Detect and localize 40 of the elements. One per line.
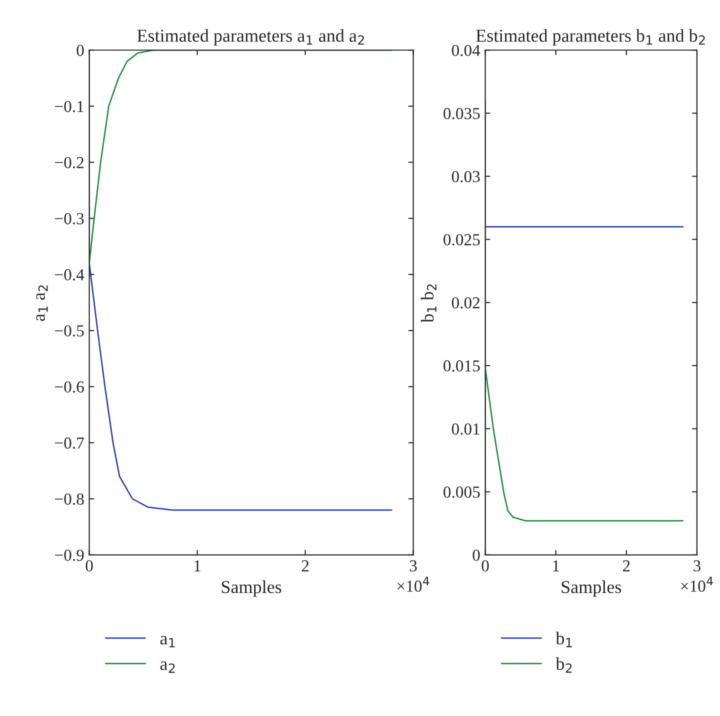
y-tick-label: −0.2 [55,156,84,168]
chart-title: Estimated parameters b$_{1}$ and b$_{2}$ [476,29,705,46]
x-tick-label: 1 [194,560,200,572]
x-tick-label: 0 [86,560,93,572]
y-tick-label: 0.03 [452,171,480,182]
y-tick-label: −0.9 [55,550,84,561]
line-series [89,262,392,511]
x-tick-label: 2 [302,560,309,572]
y-tick-label: −0.3 [55,213,84,224]
y-tick-label: 0.02 [452,297,480,309]
x-tick-label: 0 [482,560,489,572]
y-tick-label: 0 [472,550,480,561]
legend-label: b$_{1}$ [556,632,572,648]
x-axis-title: Samples [222,580,282,597]
legend-label: b$_{2}$ [556,657,572,673]
legend-label: a$_{1}$ [160,636,175,648]
y-tick-label: 0.015 [444,360,480,372]
x-tick-label: 3 [694,560,700,572]
y-axis-title: b$_{1}$ b$_{2}$ [420,284,436,323]
x-axis-title: Samples [562,580,622,597]
y-tick-label: 0.025 [444,234,480,246]
y-tick-label: 0.04 [452,44,480,56]
chart-title: Estimated parameters a$_{1}$ and a$_{2}$ [137,29,364,46]
text: ×10$^{4}$ [398,576,430,592]
x-tick-label: 1 [553,560,560,572]
y-tick-label: 0 [76,44,84,56]
y-tick-label: −0.4 [55,269,84,280]
y-tick-label: −0.1 [55,100,84,112]
text: ×10$^{4}$ [681,576,713,592]
legend-label: a$_{2}$ [160,661,175,673]
y-tick-label: −0.8 [55,494,84,505]
y-tick-label: −0.6 [55,381,84,393]
y-tick-label: 0.035 [444,108,480,120]
y-tick-label: −0.7 [55,437,84,449]
y-tick-label: 0.01 [452,423,480,435]
y-tick-label: −0.5 [55,325,84,337]
y-axis-title: a$_{1}$ a$_{2}$ [36,285,48,321]
x-tick-label: 3 [410,560,417,572]
y-tick-label: 0.005 [444,486,480,498]
x-tick-label: 2 [622,560,630,572]
